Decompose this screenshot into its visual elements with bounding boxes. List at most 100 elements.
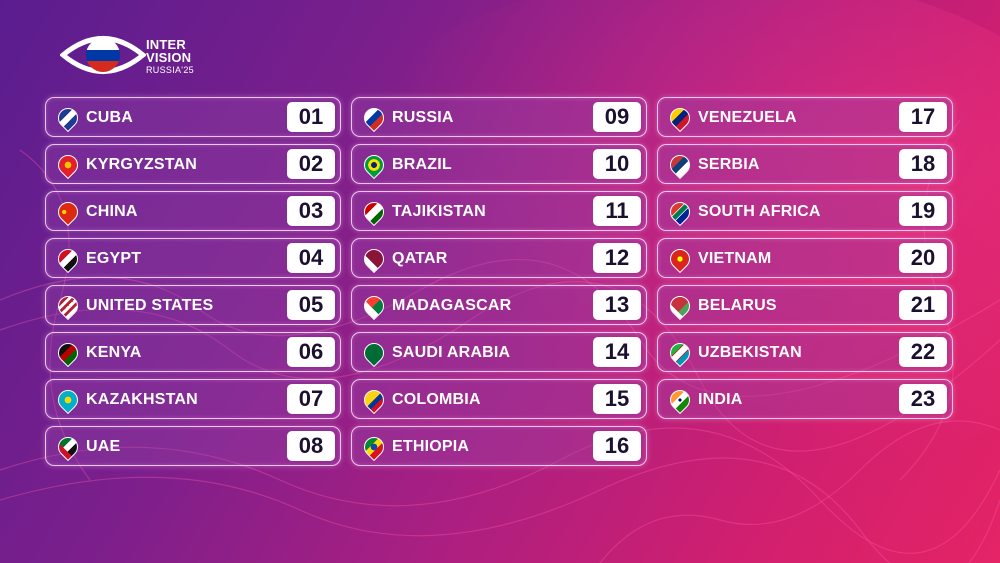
country-name: BRAZIL [392,156,452,173]
flag-icon [359,291,389,321]
flag-icon [53,432,83,462]
country-name: SOUTH AFRICA [698,203,821,220]
logo-line-3: RUSSIA'25 [146,65,194,75]
running-order-number: 18 [899,149,947,179]
country-name: KYRGYZSTAN [86,156,198,173]
country-entry: CUBA 01 [45,97,341,137]
running-order-number: 04 [287,243,335,273]
flag-icon [53,244,83,274]
flag-icon [53,291,83,321]
country-entry: CHINA 03 [45,191,341,231]
flag-icon [53,385,83,415]
country-entry: UAE 08 [45,426,341,466]
running-order-number: 06 [287,337,335,367]
logo-line-2: VISION [146,50,192,65]
country-name: RUSSIA [392,109,454,126]
country-entry: KENYA 06 [45,332,341,372]
flag-icon [665,385,695,415]
running-order-column-2: RUSSIA 09 BRAZIL 10 TAJIKISTAN 11 QATAR 12 MADAG… [351,97,647,473]
country-entry: KYRGYZSTAN 02 [45,144,341,184]
running-order-column-1: CUBA 01 KYRGYZSTAN 02 CHINA 03 EGYPT 04 UNITED S… [45,97,341,473]
country-name: QATAR [392,250,448,267]
flag-icon [53,197,83,227]
flag-icon [359,150,389,180]
country-name: TAJIKISTAN [392,203,486,220]
flag-icon [665,197,695,227]
country-name: UAE [86,438,121,455]
country-entry: BELARUS 21 [657,285,953,325]
flag-icon [359,103,389,133]
logo-wordmark: INTER VISION RUSSIA'25 [146,38,194,75]
country-name: UNITED STATES [86,297,214,314]
country-entry: TAJIKISTAN 11 [351,191,647,231]
flag-icon [53,103,83,133]
flag-icon [665,338,695,368]
flag-icon [53,338,83,368]
running-order-number: 23 [899,384,947,414]
running-order-number: 14 [593,337,641,367]
flag-icon [665,291,695,321]
flag-icon [359,385,389,415]
intervision-logo: INTER VISION RUSSIA'25 [60,28,210,83]
country-entry: ETHIOPIA 16 [351,426,647,466]
running-order-number: 20 [899,243,947,273]
country-entry: VENEZUELA 17 [657,97,953,137]
country-name: CHINA [86,203,138,220]
flag-icon [359,197,389,227]
country-entry: EGYPT 04 [45,238,341,278]
flag-icon [359,432,389,462]
country-entry: RUSSIA 09 [351,97,647,137]
country-entry: SERBIA 18 [657,144,953,184]
running-order-number: 13 [593,290,641,320]
running-order-number: 22 [899,337,947,367]
flag-icon [665,244,695,274]
logo-eye-icon [60,36,146,74]
running-order-number: 01 [287,102,335,132]
country-entry: SOUTH AFRICA 19 [657,191,953,231]
running-order-number: 16 [593,431,641,461]
country-name: VIETNAM [698,250,772,267]
country-name: ETHIOPIA [392,438,470,455]
country-name: KAZAKHSTAN [86,391,198,408]
country-name: VENEZUELA [698,109,797,126]
country-name: COLOMBIA [392,391,481,408]
country-entry: BRAZIL 10 [351,144,647,184]
country-entry: MADAGASCAR 13 [351,285,647,325]
running-order-number: 12 [593,243,641,273]
country-entry: SAUDI ARABIA 14 [351,332,647,372]
running-order-column-3: VENEZUELA 17 SERBIA 18 SOUTH AFRICA 19 VIETNAM… [657,97,953,426]
country-name: UZBEKISTAN [698,344,802,361]
running-order-number: 02 [287,149,335,179]
running-order-number: 19 [899,196,947,226]
country-entry: QATAR 12 [351,238,647,278]
flag-icon [665,150,695,180]
country-name: EGYPT [86,250,142,267]
country-entry: VIETNAM 20 [657,238,953,278]
running-order-number: 17 [899,102,947,132]
country-name: BELARUS [698,297,777,314]
running-order-number: 08 [287,431,335,461]
country-name: INDIA [698,391,743,408]
running-order-number: 21 [899,290,947,320]
country-name: KENYA [86,344,142,361]
logo-line-1: INTER [146,37,186,52]
country-name: CUBA [86,109,134,126]
running-order-number: 03 [287,196,335,226]
running-order-number: 11 [593,196,641,226]
running-order-number: 10 [593,149,641,179]
flag-icon [665,103,695,133]
country-name: SAUDI ARABIA [392,344,511,361]
running-order-number: 07 [287,384,335,414]
country-entry: KAZAKHSTAN 07 [45,379,341,419]
running-order-number: 15 [593,384,641,414]
running-order-number: 05 [287,290,335,320]
country-name: MADAGASCAR [392,297,512,314]
running-order-number: 09 [593,102,641,132]
country-entry: UZBEKISTAN 22 [657,332,953,372]
flag-icon [359,338,389,368]
flag-icon [53,150,83,180]
country-entry: COLOMBIA 15 [351,379,647,419]
flag-icon [359,244,389,274]
country-entry: INDIA 23 [657,379,953,419]
country-name: SERBIA [698,156,760,173]
